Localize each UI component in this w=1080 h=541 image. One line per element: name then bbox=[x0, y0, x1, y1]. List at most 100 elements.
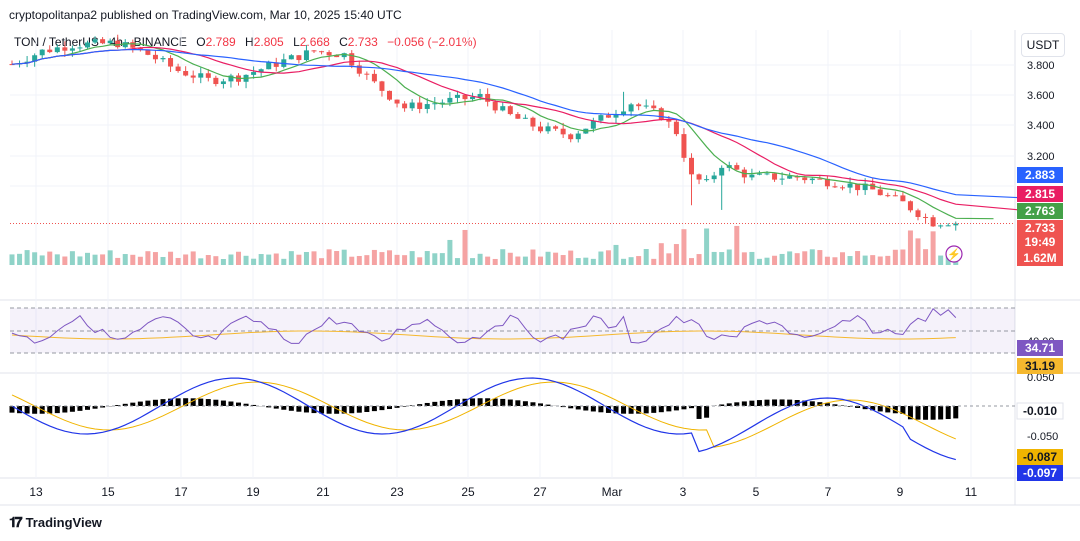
volume-bar bbox=[749, 251, 755, 265]
volume-bar bbox=[432, 253, 438, 265]
time-tick-label: 19 bbox=[246, 485, 260, 499]
macd-histogram-bar bbox=[870, 406, 876, 411]
macd-histogram-bar bbox=[349, 406, 355, 414]
macd-histogram-bar bbox=[273, 406, 279, 409]
candle-body bbox=[47, 49, 53, 53]
candle-body bbox=[658, 108, 664, 120]
price-tick-label: 3.600 bbox=[1027, 90, 1055, 102]
volume-bar bbox=[470, 258, 476, 265]
lightning-alert-icon bbox=[945, 245, 963, 263]
macd-histogram-bar bbox=[447, 400, 453, 406]
macd-histogram-bar bbox=[590, 406, 596, 412]
volume-bar bbox=[409, 251, 415, 265]
candle-body bbox=[311, 50, 317, 52]
volume-bar bbox=[266, 254, 272, 265]
macd-line bbox=[11, 377, 956, 461]
macd-histogram-bar bbox=[809, 401, 815, 406]
tradingview-brand[interactable]: 𝟏𝟕 TradingView bbox=[9, 514, 102, 531]
macd-histogram-bar bbox=[296, 406, 302, 412]
tradingview-logo-icon: 𝟏𝟕 bbox=[9, 514, 23, 530]
macd-histogram-bar bbox=[311, 406, 317, 414]
time-tick-label: 3 bbox=[680, 485, 687, 499]
volume-bar bbox=[122, 254, 128, 265]
macd-histogram-bar bbox=[77, 406, 83, 411]
macd-histogram-bar bbox=[817, 402, 823, 406]
macd-signal-line bbox=[11, 381, 956, 448]
price-badge-bg bbox=[1017, 234, 1063, 250]
volume-bar bbox=[228, 254, 234, 265]
macd-histogram-bar bbox=[47, 406, 53, 414]
macd-histogram-bar bbox=[802, 400, 808, 406]
moving-averages bbox=[10, 43, 1054, 225]
rsi-ma-line bbox=[11, 330, 956, 340]
macd-histogram-bar bbox=[787, 399, 793, 406]
candle-body bbox=[500, 106, 506, 111]
macd-histogram-bar bbox=[907, 406, 913, 420]
close-label: C bbox=[339, 35, 348, 49]
macd-histogram-bar bbox=[507, 399, 513, 406]
grid-lines bbox=[0, 30, 1080, 506]
macd-histogram-bar bbox=[288, 406, 294, 411]
macd-histogram-bar bbox=[160, 399, 166, 406]
macd-histogram-bar bbox=[130, 402, 136, 406]
macd-badge: -0.010 bbox=[1023, 404, 1057, 418]
volume-bar bbox=[477, 253, 483, 265]
macd-histogram-bar bbox=[522, 401, 528, 406]
open-value: 2.789 bbox=[205, 35, 236, 49]
candle-body bbox=[741, 169, 747, 178]
macd-histogram-bar bbox=[266, 406, 272, 408]
candle-body bbox=[387, 90, 392, 100]
price-badge-bg bbox=[1017, 186, 1063, 202]
price-badge: 2.883 bbox=[1025, 168, 1055, 182]
volume-bar bbox=[303, 251, 309, 265]
macd-histogram-bar bbox=[198, 398, 204, 406]
macd-histogram-bar bbox=[303, 406, 309, 413]
volume-bar bbox=[319, 258, 325, 265]
moving-average-line bbox=[11, 49, 1054, 200]
close-value: 2.733 bbox=[347, 35, 378, 49]
volume-bar bbox=[779, 253, 785, 265]
macd-histogram-bar bbox=[719, 404, 725, 406]
volume-bar bbox=[243, 255, 249, 265]
volume-bar bbox=[704, 228, 710, 265]
rsi-band bbox=[10, 307, 1015, 354]
volume-bar bbox=[341, 249, 347, 265]
time-tick-label: 11 bbox=[965, 485, 978, 499]
symbol-name[interactable]: TON / TetherUS · 4h · BINANCE bbox=[14, 35, 187, 49]
time-axis: 13 15 17 19 21 23 25 27 Mar 3 5 7 9 11 bbox=[29, 485, 977, 499]
macd-histogram-bar bbox=[92, 406, 98, 409]
macd-histogram-bar bbox=[205, 399, 211, 406]
macd-histogram-bar bbox=[613, 406, 619, 414]
macd-histogram-bar bbox=[636, 406, 642, 414]
candle-body bbox=[605, 115, 611, 118]
volume-bar bbox=[387, 250, 392, 265]
candle-body bbox=[719, 167, 725, 176]
volume-bar bbox=[311, 251, 317, 265]
macd-histogram-bar bbox=[462, 398, 468, 406]
currency-button[interactable]: USDT bbox=[1021, 33, 1065, 57]
low-label: L bbox=[293, 35, 300, 49]
price-badge: 2.763 bbox=[1025, 204, 1055, 218]
candle-body bbox=[930, 217, 936, 227]
macd-histogram-bar bbox=[824, 403, 830, 406]
macd-histogram-bar bbox=[545, 404, 551, 406]
candle-body bbox=[424, 104, 430, 109]
macd-histogram-bar bbox=[17, 406, 23, 414]
macd-histogram-bar bbox=[862, 406, 868, 410]
macd-histogram-bar bbox=[100, 406, 106, 408]
candle-body bbox=[183, 71, 189, 76]
brand-name: TradingView bbox=[25, 515, 102, 530]
volume-bar bbox=[719, 252, 725, 265]
volume-bar bbox=[696, 254, 702, 265]
change-value: −0.056 (−2.01%) bbox=[387, 35, 477, 49]
time-tick-label: 21 bbox=[316, 485, 330, 499]
candle-body bbox=[734, 165, 740, 170]
macd-histogram-bar bbox=[145, 400, 151, 406]
macd-histogram-bar bbox=[621, 406, 627, 414]
rsi-line bbox=[11, 308, 957, 344]
candle-body bbox=[190, 75, 196, 78]
volume-bar bbox=[24, 250, 30, 265]
candle-body bbox=[319, 51, 325, 53]
candle-body bbox=[621, 111, 627, 115]
